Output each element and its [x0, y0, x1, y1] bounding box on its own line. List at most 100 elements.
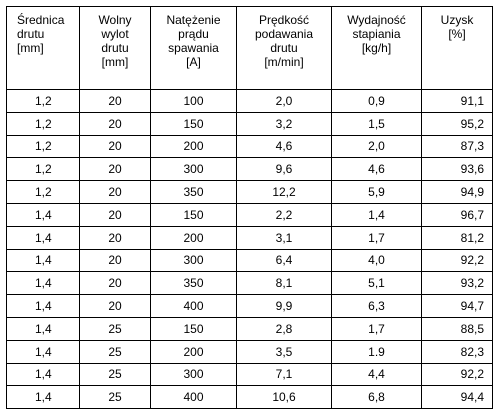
cell-welding-current: 200	[150, 339, 237, 364]
cell-welding-current: 100	[150, 89, 237, 113]
cell-melting-rate: 5,1	[331, 271, 422, 296]
table-row: 1,2 20 350 12,2 5,9 94,9	[6, 180, 493, 204]
cell-wire-feed-speed: 3,5	[236, 339, 332, 364]
cell-wire-diameter: 1,4	[6, 225, 80, 250]
cell-wire-feed-speed: 2,0	[236, 89, 332, 113]
cell-wire-diameter: 1,4	[6, 316, 80, 341]
cell-yield: 81,2	[421, 225, 493, 250]
table-row: 1,4 20 300 6,4 4,0 92,2	[6, 248, 493, 273]
cell-free-wire-outlet: 25	[79, 385, 151, 409]
cell-wire-feed-speed: 10,6	[236, 385, 332, 409]
cell-wire-diameter: 1,2	[6, 180, 80, 204]
cell-free-wire-outlet: 20	[79, 225, 151, 250]
header-welding-current: Natężenie prądu spawania [A]	[150, 6, 237, 90]
cell-wire-feed-speed: 7,1	[236, 362, 332, 387]
cell-melting-rate: 6,3	[331, 294, 422, 318]
cell-free-wire-outlet: 25	[79, 339, 151, 364]
cell-melting-rate: 1,5	[331, 111, 422, 136]
cell-wire-feed-speed: 9,9	[236, 294, 332, 318]
table-row: 1,4 25 300 7,1 4,4 92,2	[6, 362, 493, 387]
cell-melting-rate: 4,4	[331, 362, 422, 387]
cell-welding-current: 300	[150, 362, 237, 387]
cell-free-wire-outlet: 20	[79, 111, 151, 136]
cell-melting-rate: 4,0	[331, 248, 422, 273]
table-row: 1,4 20 350 8,1 5,1 93,2	[6, 271, 493, 296]
cell-welding-current: 150	[150, 111, 237, 136]
cell-free-wire-outlet: 20	[79, 248, 151, 273]
cell-welding-current: 150	[150, 202, 237, 227]
cell-wire-diameter: 1,4	[6, 248, 80, 273]
table-row: 1,2 20 150 3,2 1,5 95,2	[6, 111, 493, 136]
cell-free-wire-outlet: 20	[79, 180, 151, 204]
cell-wire-diameter: 1,4	[6, 339, 80, 364]
cell-melting-rate: 1.9	[331, 339, 422, 364]
cell-wire-diameter: 1,2	[6, 89, 80, 113]
cell-free-wire-outlet: 25	[79, 316, 151, 341]
cell-wire-feed-speed: 3,2	[236, 111, 332, 136]
cell-melting-rate: 0,9	[331, 89, 422, 113]
cell-wire-diameter: 1,4	[6, 294, 80, 318]
cell-yield: 87,3	[421, 134, 493, 159]
cell-melting-rate: 2,0	[331, 134, 422, 159]
header-row: Średnica drutu [mm] Wolny wylot drutu [m…	[6, 6, 493, 90]
cell-melting-rate: 5,9	[331, 180, 422, 204]
cell-yield: 94,7	[421, 294, 493, 318]
cell-welding-current: 300	[150, 157, 237, 182]
cell-wire-diameter: 1,4	[6, 271, 80, 296]
cell-yield: 93,6	[421, 157, 493, 182]
cell-yield: 94,9	[421, 180, 493, 204]
welding-parameters-table: Średnica drutu [mm] Wolny wylot drutu [m…	[6, 6, 493, 409]
cell-wire-diameter: 1,4	[6, 362, 80, 387]
cell-wire-diameter: 1,4	[6, 202, 80, 227]
cell-melting-rate: 1,4	[331, 202, 422, 227]
table-row: 1,4 20 400 9,9 6,3 94,7	[6, 294, 493, 318]
table-row: 1,4 25 150 2,8 1,7 88,5	[6, 316, 493, 341]
cell-wire-feed-speed: 6,4	[236, 248, 332, 273]
header-wire-feed-speed: Prędkość podawania drutu [m/min]	[236, 6, 332, 90]
cell-wire-feed-speed: 3,1	[236, 225, 332, 250]
cell-wire-feed-speed: 2,8	[236, 316, 332, 341]
cell-yield: 82,3	[421, 339, 493, 364]
cell-free-wire-outlet: 25	[79, 362, 151, 387]
cell-welding-current: 350	[150, 271, 237, 296]
cell-welding-current: 350	[150, 180, 237, 204]
cell-free-wire-outlet: 20	[79, 294, 151, 318]
cell-wire-feed-speed: 9,6	[236, 157, 332, 182]
cell-melting-rate: 1,7	[331, 316, 422, 341]
cell-yield: 91,1	[421, 89, 493, 113]
cell-melting-rate: 6,8	[331, 385, 422, 409]
cell-yield: 93,2	[421, 271, 493, 296]
cell-wire-diameter: 1,2	[6, 134, 80, 159]
cell-free-wire-outlet: 20	[79, 271, 151, 296]
cell-yield: 94,4	[421, 385, 493, 409]
table-row: 1,4 25 400 10,6 6,8 94,4	[6, 385, 493, 409]
cell-yield: 88,5	[421, 316, 493, 341]
cell-welding-current: 400	[150, 294, 237, 318]
cell-wire-feed-speed: 2,2	[236, 202, 332, 227]
header-wire-diameter: Średnica drutu [mm]	[6, 6, 80, 90]
cell-free-wire-outlet: 20	[79, 157, 151, 182]
cell-yield: 92,2	[421, 362, 493, 387]
cell-wire-feed-speed: 4,6	[236, 134, 332, 159]
header-free-wire-outlet: Wolny wylot drutu [mm]	[79, 6, 151, 90]
cell-free-wire-outlet: 20	[79, 89, 151, 113]
cell-yield: 96,7	[421, 202, 493, 227]
cell-melting-rate: 1,7	[331, 225, 422, 250]
cell-wire-diameter: 1,2	[6, 111, 80, 136]
header-yield: Uzysk [%]	[421, 6, 493, 90]
cell-welding-current: 200	[150, 225, 237, 250]
table-row: 1,2 20 200 4,6 2,0 87,3	[6, 134, 493, 159]
cell-welding-current: 200	[150, 134, 237, 159]
cell-welding-current: 150	[150, 316, 237, 341]
table-row: 1,4 20 150 2,2 1,4 96,7	[6, 202, 493, 227]
cell-melting-rate: 4,6	[331, 157, 422, 182]
table-row: 1,4 25 200 3,5 1.9 82,3	[6, 339, 493, 364]
cell-wire-feed-speed: 8,1	[236, 271, 332, 296]
table-row: 1,2 20 300 9,6 4,6 93,6	[6, 157, 493, 182]
cell-free-wire-outlet: 20	[79, 202, 151, 227]
cell-wire-diameter: 1,4	[6, 385, 80, 409]
header-melting-rate: Wydajność stapiania [kg/h]	[331, 6, 422, 90]
cell-yield: 95,2	[421, 111, 493, 136]
cell-free-wire-outlet: 20	[79, 134, 151, 159]
cell-wire-feed-speed: 12,2	[236, 180, 332, 204]
